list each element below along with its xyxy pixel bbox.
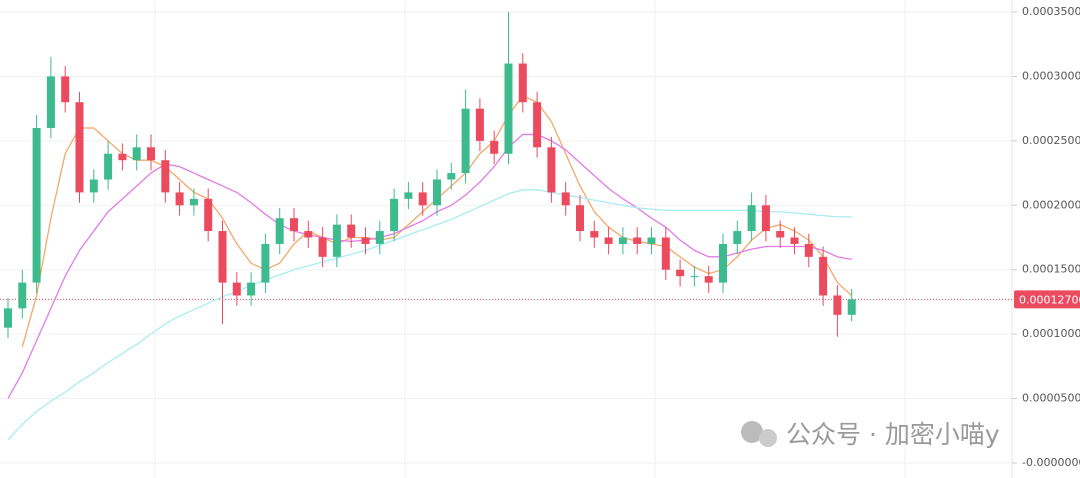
candle-body xyxy=(633,237,642,244)
candle-body xyxy=(75,102,84,193)
candle-body xyxy=(461,108,470,174)
candle-body xyxy=(318,237,327,257)
candle-body xyxy=(175,192,184,206)
candle-body xyxy=(704,276,713,283)
candle-body xyxy=(161,160,170,193)
candle-body xyxy=(747,205,756,232)
candle-body xyxy=(690,276,699,278)
moving-average xyxy=(7,189,852,441)
moving-average xyxy=(7,133,852,399)
candle-body xyxy=(590,231,599,238)
candle-body xyxy=(375,231,384,244)
candle-body xyxy=(418,192,427,206)
candle-body xyxy=(604,237,613,244)
candle-body xyxy=(332,224,341,257)
candle-body xyxy=(61,76,70,103)
candle-body xyxy=(533,102,542,148)
watermark-text: 公众号 · 加密小喵y xyxy=(786,420,1000,449)
candle-body xyxy=(232,282,241,296)
last-price-label: 0.00012700 xyxy=(1019,293,1080,306)
candle-body xyxy=(733,231,742,244)
candle-body xyxy=(647,237,656,244)
watermark-icon xyxy=(741,421,763,443)
candle-body xyxy=(719,243,727,283)
candle-body xyxy=(819,256,828,296)
candle-body xyxy=(661,237,670,270)
candle-body xyxy=(847,299,856,315)
candle-body xyxy=(576,205,584,232)
candle-body xyxy=(4,308,12,328)
candle-body xyxy=(547,147,556,193)
candle-body xyxy=(89,179,98,193)
candle-body xyxy=(290,218,298,232)
candle-body xyxy=(189,198,198,206)
candle-body xyxy=(404,192,413,199)
candle-body xyxy=(261,243,270,283)
candle-body xyxy=(347,224,356,238)
watermark: 公众号 · 加密小喵y xyxy=(741,420,1000,449)
candle-body xyxy=(361,237,370,244)
candle-body xyxy=(275,218,284,244)
candle-body xyxy=(433,179,441,206)
candle-body xyxy=(776,231,785,238)
candle-body xyxy=(46,76,55,128)
candle-body xyxy=(304,231,313,238)
candle-body xyxy=(518,63,527,103)
candle-body xyxy=(390,198,399,232)
candle-body xyxy=(118,153,127,161)
candle-body xyxy=(761,205,770,232)
y-tick-label: -0.00000000 xyxy=(1022,456,1080,469)
candle-body xyxy=(218,231,227,283)
candle-body xyxy=(618,237,627,244)
candle-body xyxy=(18,282,27,309)
candle-body xyxy=(32,127,41,283)
candle-body xyxy=(833,295,842,315)
candle-body xyxy=(561,192,570,206)
candle-body xyxy=(204,198,213,232)
candle-body xyxy=(676,269,685,277)
candle-body xyxy=(104,153,113,180)
watermark-icon xyxy=(759,429,777,447)
candle-body xyxy=(804,243,813,257)
candle-body xyxy=(490,140,499,154)
candle-body xyxy=(504,63,513,154)
candle-body xyxy=(132,147,141,161)
candle-body xyxy=(475,108,484,141)
last-price-tag xyxy=(1014,290,1080,309)
candle-body xyxy=(247,282,256,296)
candle-body xyxy=(790,237,799,244)
candle-body xyxy=(147,147,155,161)
candle-body xyxy=(447,173,456,180)
